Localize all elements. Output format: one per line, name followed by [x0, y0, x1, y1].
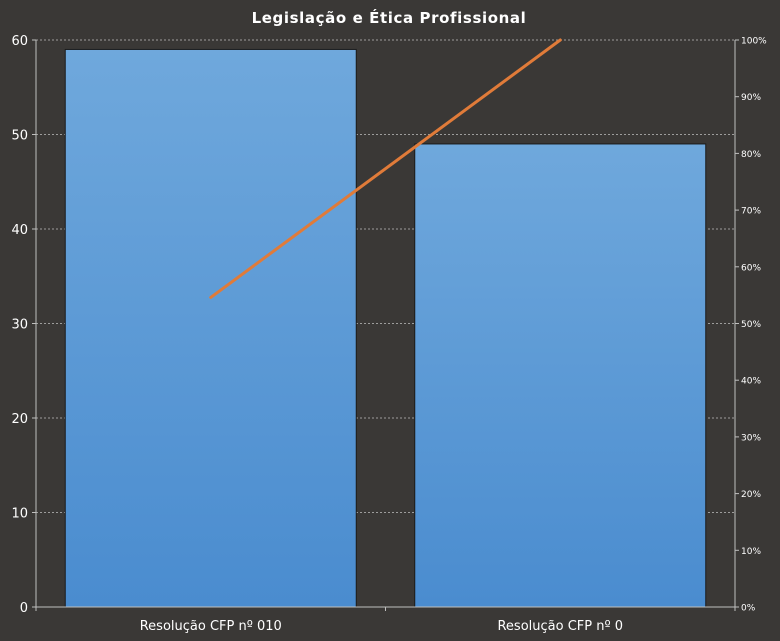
bar: [414, 143, 707, 608]
category-labels: Resolução CFP nº 010 Resolução CFP nº 0: [35, 607, 736, 634]
left-tick-label: 20: [11, 412, 28, 427]
right-tick-label: 100%: [741, 37, 767, 47]
left-tick-label: 0: [20, 601, 28, 616]
left-tick-label: 10: [11, 507, 28, 522]
cumulative-line: [209, 38, 562, 299]
right-tick-label: 60%: [741, 263, 761, 273]
category-label: Resolução CFP nº 0: [497, 619, 623, 634]
bar: [64, 48, 357, 608]
bar-series: [64, 48, 707, 608]
cumulative-line-series: [209, 38, 562, 299]
right-tick-label: 0%: [741, 604, 756, 614]
left-axis-ticks: 0 10 20 30 40 50 60: [11, 34, 36, 616]
right-tick-label: 90%: [741, 93, 761, 103]
right-tick-label: 80%: [741, 150, 761, 160]
right-tick-label: 30%: [741, 433, 761, 443]
left-tick-label: 30: [11, 318, 28, 333]
right-tick-label: 20%: [741, 490, 761, 500]
left-tick-label: 50: [11, 129, 28, 144]
right-tick-label: 50%: [741, 320, 761, 330]
right-tick-label: 10%: [741, 547, 761, 557]
right-axis-ticks: 0% 10% 20% 30% 40% 50% 60% 70% 80% 90% 100%: [735, 37, 767, 614]
left-tick-label: 40: [11, 223, 28, 238]
right-tick-label: 70%: [741, 207, 761, 217]
chart-title: Legislação e Ética Profissional: [252, 8, 527, 27]
category-label: Resolução CFP nº 010: [140, 619, 282, 634]
right-tick-label: 40%: [741, 377, 761, 387]
left-tick-label: 60: [11, 34, 28, 49]
